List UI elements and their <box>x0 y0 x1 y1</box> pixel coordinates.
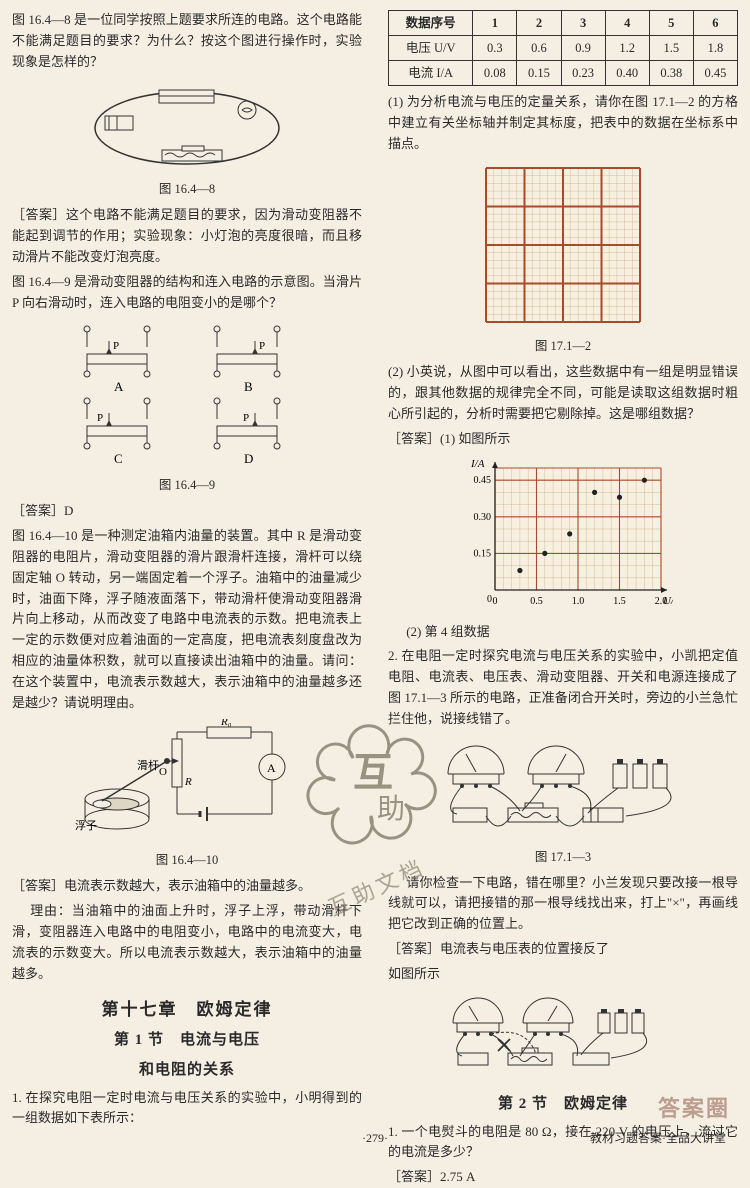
fig-16-4-9-label: 图 16.4—9 <box>12 475 362 495</box>
grid-17-1-2-label: 图 17.1—2 <box>388 336 738 356</box>
fig-16-4-9: P A P B <box>12 319 362 469</box>
svg-text:D: D <box>244 451 253 466</box>
page-footer: ·279· 教材习题答案·全品大讲堂 <box>0 1129 750 1148</box>
right-column: 数据序号123456 电压 U/V0.30.60.91.21.51.8 电流 I… <box>382 10 738 1126</box>
left-column: 图 16.4—8 是一位同学按照上题要求所连的电路。这个电路能不能满足题目的要求… <box>12 10 368 1126</box>
svg-text:B: B <box>244 379 253 394</box>
para-16-4-8: 图 16.4—8 是一位同学按照上题要求所连的电路。这个电路能不能满足题目的要求… <box>12 10 362 72</box>
para-16-4-10: 图 16.4—10 是一种测定油箱内油量的装置。其中 R 是滑动变阻器的电阻片，… <box>12 526 362 713</box>
table-cell: 电压 U/V <box>389 36 473 61</box>
table-header: 2 <box>517 11 561 36</box>
svg-text:0: 0 <box>487 594 492 605</box>
chart-17-1: 00.51.01.52.00.150.300.45U/VI/A0 <box>388 456 738 616</box>
table-cell: 0.3 <box>473 36 517 61</box>
fig-16-4-8 <box>12 78 362 173</box>
svg-text:0.45: 0.45 <box>474 475 492 486</box>
fig-16-4-8-label: 图 16.4—8 <box>12 179 362 199</box>
svg-text:1.5: 1.5 <box>613 596 626 607</box>
table-cell: 0.38 <box>649 61 693 86</box>
svg-text:C: C <box>114 451 123 466</box>
svg-text:U/V: U/V <box>663 595 673 607</box>
svg-text:P: P <box>113 340 119 352</box>
svg-text:0.5: 0.5 <box>530 596 543 607</box>
svg-text:P: P <box>243 412 249 424</box>
table-header: 4 <box>605 11 649 36</box>
circuit-17-1-3-label: 图 17.1—3 <box>388 847 738 867</box>
table-header: 3 <box>561 11 605 36</box>
svg-text:R₀: R₀ <box>220 719 232 728</box>
svg-text:0.30: 0.30 <box>474 511 492 522</box>
answer-16-4-9: ［答案］D <box>12 501 362 522</box>
svg-text:I/A: I/A <box>470 458 485 470</box>
chapter-17-title: 第十七章 欧姆定律 <box>12 996 362 1023</box>
answer-17-1-2: ［答案］电流表与电压表的位置接反了 <box>388 939 738 960</box>
answer-16-4-10: ［答案］电流表示数越大，表示油箱中的油量越多。 <box>12 876 362 897</box>
answer-17-2-1: ［答案］2.75 A <box>388 1167 738 1188</box>
answer-17-1-2b: 如图所示 <box>388 964 738 985</box>
page-number: ·279· <box>362 1129 388 1148</box>
table-cell: 1.2 <box>605 36 649 61</box>
svg-text:0.15: 0.15 <box>474 548 492 559</box>
svg-text:A: A <box>114 379 124 394</box>
svg-text:R: R <box>184 776 192 788</box>
table-cell: 电流 I/A <box>389 61 473 86</box>
table-cell: 0.15 <box>517 61 561 86</box>
footer-label: 教材习题答案·全品大讲堂 <box>590 1129 726 1148</box>
data-table: 数据序号123456 电压 U/V0.30.60.91.21.51.8 电流 I… <box>388 10 738 86</box>
q17-1-1-sub1: (1) 为分析电流与电压的定量关系，请你在图 17.1—2 的方格中建立有关坐标… <box>388 92 738 154</box>
q17-1-2: 2. 在电阻一定时探究电流与电压关系的实验中，小凯把定值电阻、电流表、电压表、滑… <box>388 646 738 729</box>
q17-1-1-sub2: (2) 小英说，从图中可以看出，这些数据中有一组是明显错误的，跟其他数据的规律完… <box>388 362 738 424</box>
svg-text:浮子: 浮子 <box>75 819 97 832</box>
table-cell: 0.08 <box>473 61 517 86</box>
answer-17-1-1b: (2) 第 4 组数据 <box>388 622 738 643</box>
circuit-17-1-3 <box>388 736 738 841</box>
q17-1-1: 1. 在探究电阻一定时电流与电压关系的实验中，小明得到的一组数据如下表所示： <box>12 1088 362 1130</box>
svg-text:A: A <box>267 761 276 775</box>
table-header: 5 <box>649 11 693 36</box>
circuit-17-1-3-fixed <box>388 991 738 1086</box>
svg-text:O: O <box>159 766 167 778</box>
table-cell: 0.23 <box>561 61 605 86</box>
answer-17-1-1: ［答案］(1) 如图所示 <box>388 429 738 450</box>
para-16-4-9: 图 16.4—9 是滑动变阻器的结构和连入电路的示意图。当滑片 P 向右滑动时，… <box>12 272 362 314</box>
table-cell: 1.5 <box>649 36 693 61</box>
svg-text:滑杆: 滑杆 <box>137 758 159 772</box>
stamp: 答案圈 <box>658 1091 730 1126</box>
grid-17-1-2 <box>388 160 738 330</box>
table-header: 1 <box>473 11 517 36</box>
svg-text:0: 0 <box>493 596 498 607</box>
table-cell: 0.40 <box>605 61 649 86</box>
section-17-1-a: 第 1 节 电流与电压 <box>12 1028 362 1052</box>
table-cell: 0.9 <box>561 36 605 61</box>
svg-text:1.0: 1.0 <box>572 596 585 607</box>
section-17-1-b: 和电阻的关系 <box>12 1058 362 1082</box>
reason-16-4-10: 理由：当油箱中的油面上升时，浮子上浮，带动滑杆下滑，变阻器连入电路中的电阻变小，… <box>12 901 362 984</box>
fig-16-4-10: 浮子 O 滑杆 R R₀ A <box>12 719 362 844</box>
svg-text:P: P <box>97 412 103 424</box>
svg-text:P: P <box>259 340 265 352</box>
answer-16-4-8: ［答案］这个电路不能满足题目的要求，因为滑动变阻器不能起到调节的作用；实验现象：… <box>12 205 362 267</box>
table-header: 数据序号 <box>389 11 473 36</box>
q17-1-2-cont: 请你检查一下电路，错在哪里？小兰发现只要改接一根导线就可以，请把接错的那一根导线… <box>388 873 738 935</box>
table-cell: 0.45 <box>693 61 737 86</box>
table-cell: 0.6 <box>517 36 561 61</box>
table-header: 6 <box>693 11 737 36</box>
table-cell: 1.8 <box>693 36 737 61</box>
fig-16-4-10-label: 图 16.4—10 <box>12 850 362 870</box>
